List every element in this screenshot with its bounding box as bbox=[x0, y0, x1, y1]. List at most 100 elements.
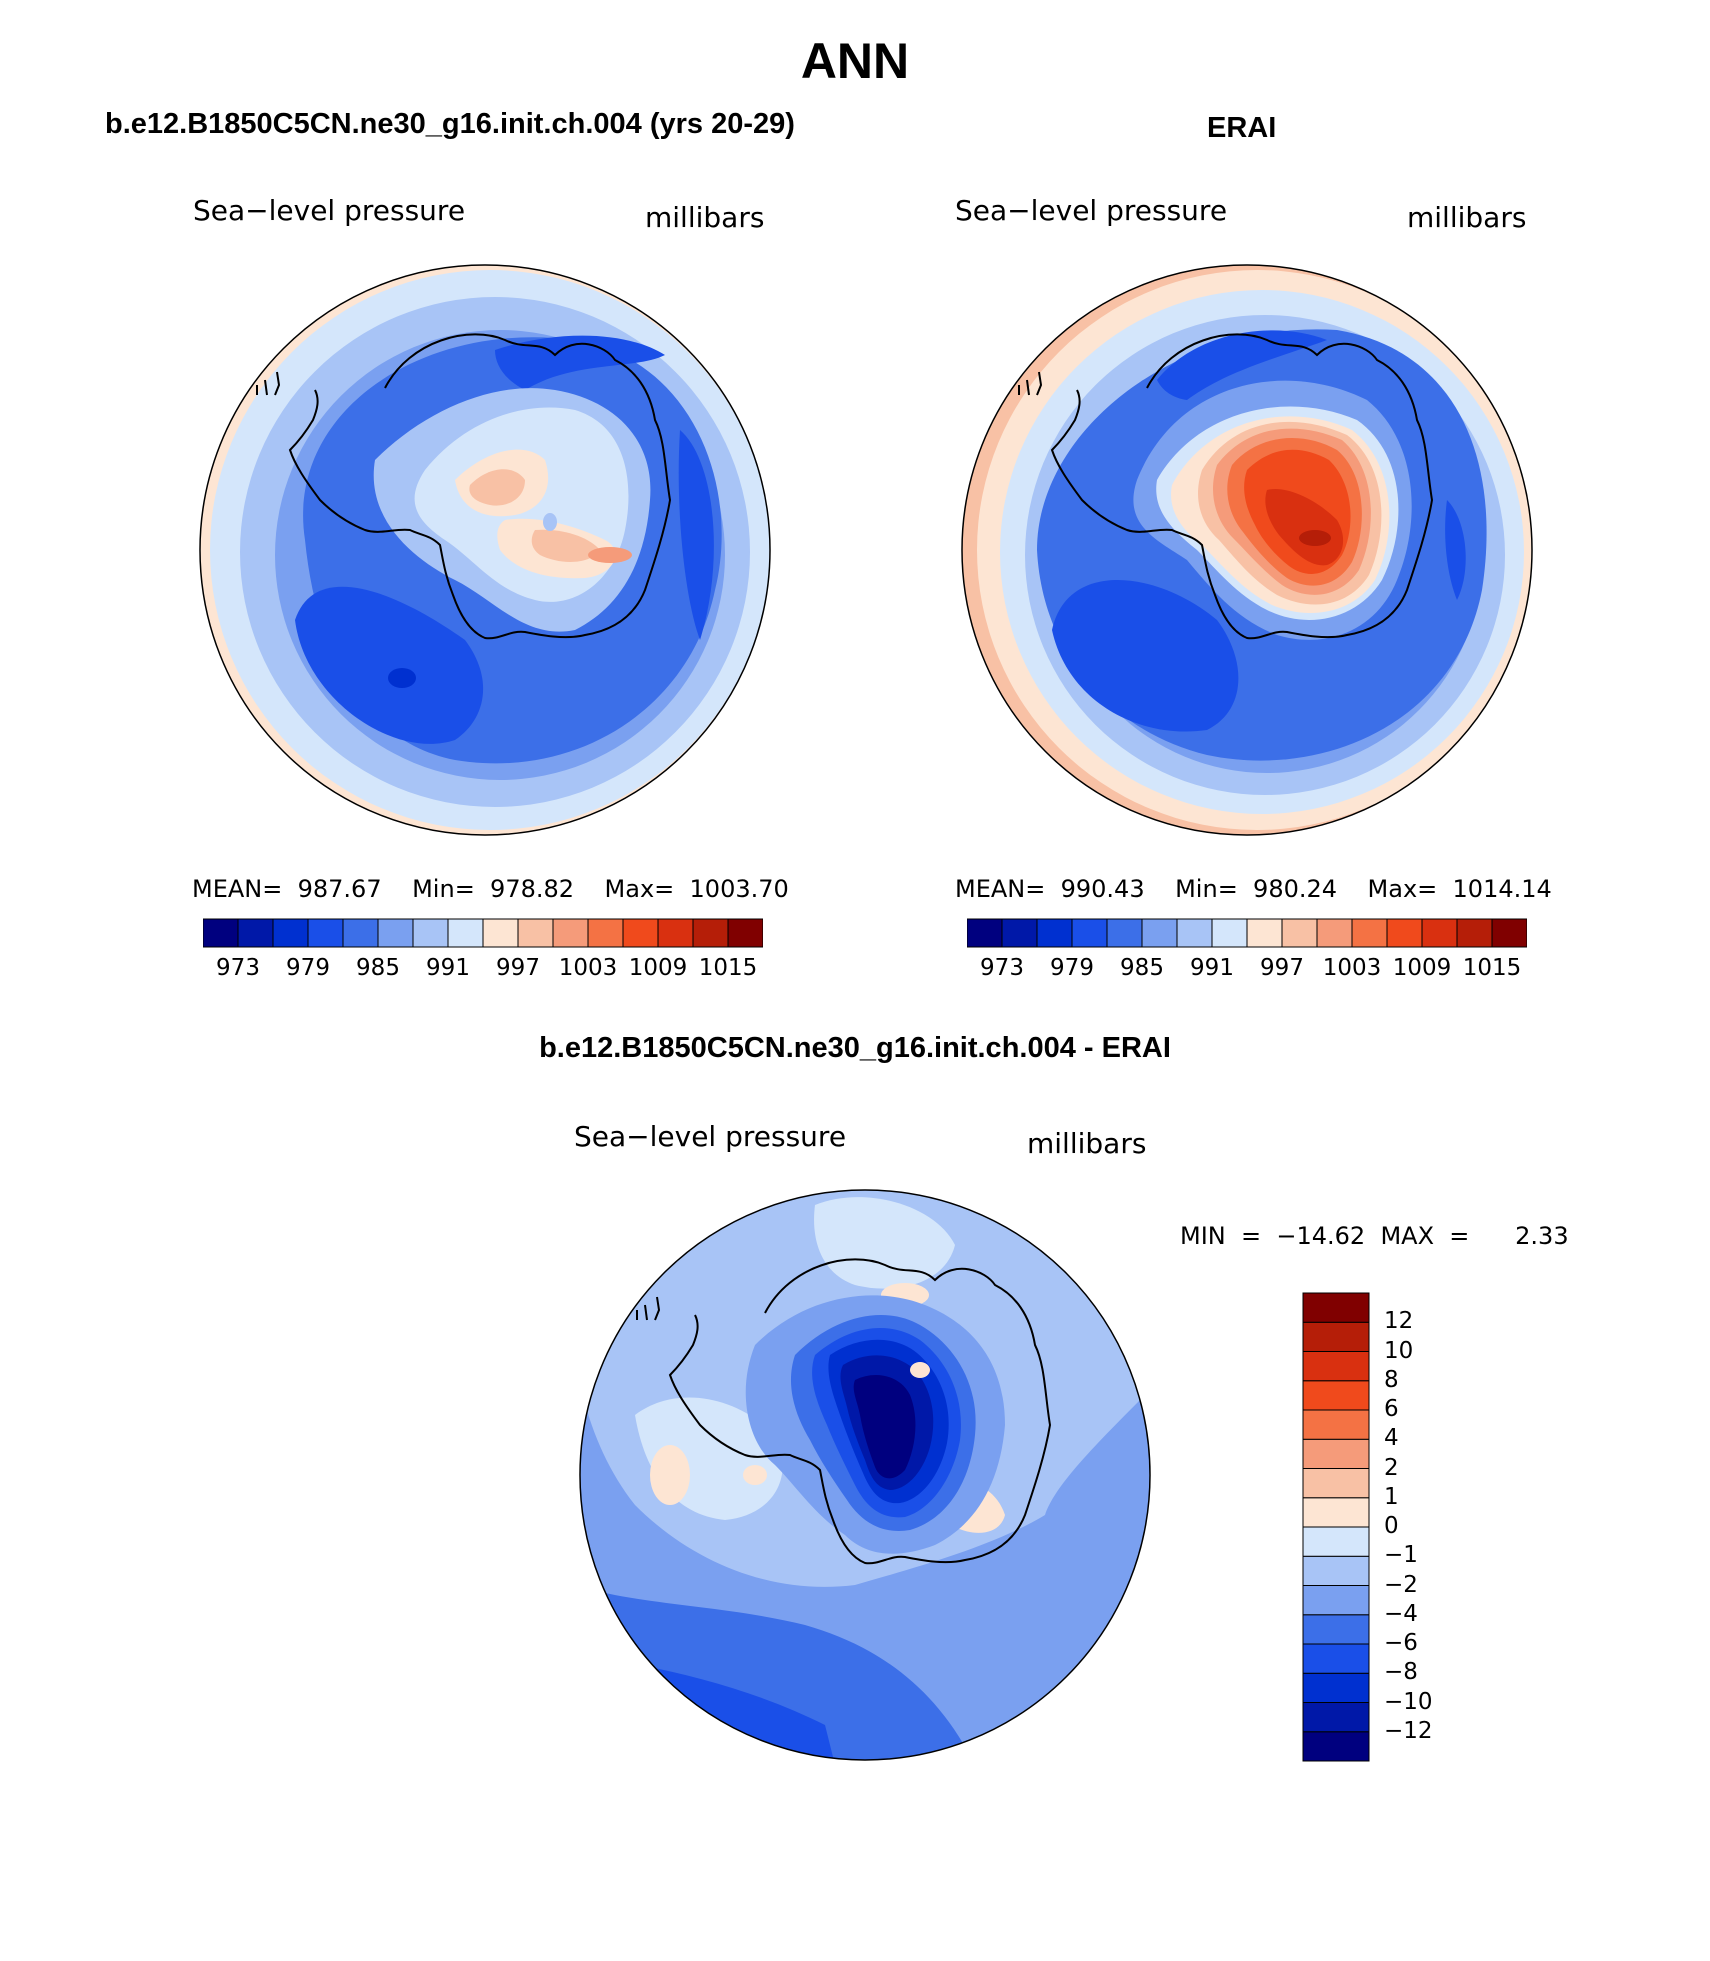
panel1-colorbar-box bbox=[307, 918, 344, 948]
panel1-stats: MEAN= 987.67 Min= 978.82 Max= 1003.70 bbox=[192, 875, 789, 903]
panel1-map bbox=[199, 264, 771, 836]
panel3-colorbar-box bbox=[1302, 1409, 1370, 1440]
panel3-colorbar-tick-label: 2 bbox=[1384, 1454, 1399, 1481]
panel2-colorbar-tick-label: 1009 bbox=[1392, 955, 1452, 981]
panel2-colorbar-box bbox=[1316, 918, 1353, 948]
panel3-colorbar-tick-label: −8 bbox=[1384, 1659, 1418, 1686]
panel2-colorbar-tick-label: 991 bbox=[1190, 955, 1234, 981]
panel3-colorbar-tick-label: −1 bbox=[1384, 1542, 1418, 1569]
panel3-colorbar-ticks: 12 10 8 6 4 2 1 0 −1 −2 −4 −6 −8 −10 −12 bbox=[1372, 1292, 1492, 1762]
panel1-variable-label: Sea−level pressure bbox=[193, 194, 466, 227]
panel1-colorbar-box bbox=[622, 918, 659, 948]
panel1-colorbar-box bbox=[203, 918, 239, 948]
panel3-colorbar-box bbox=[1302, 1672, 1370, 1703]
panel2-colorbar-tick-label: 1003 bbox=[1322, 955, 1382, 981]
panel2-colorbar-box bbox=[1386, 918, 1423, 948]
panel3-header: b.e12.B1850C5CN.ne30_g16.init.ch.004 - E… bbox=[539, 1032, 1171, 1064]
panel1-colorbar-box bbox=[377, 918, 414, 948]
panel3-colorbar-tick-label: 10 bbox=[1384, 1337, 1414, 1364]
panel3-colorbar-box bbox=[1302, 1614, 1370, 1645]
panel1-colorbar-box bbox=[517, 918, 554, 948]
panel1-colorbar-box bbox=[657, 918, 694, 948]
panel3-colorbar-box bbox=[1302, 1468, 1370, 1499]
panel1-colorbar-box bbox=[482, 918, 519, 948]
panel1-colorbar-box bbox=[587, 918, 624, 948]
panel2-stats: MEAN= 990.43 Min= 980.24 Max= 1014.14 bbox=[955, 875, 1552, 903]
panel1-colorbar-box bbox=[272, 918, 309, 948]
panel3-colorbar-tick-label: −10 bbox=[1384, 1688, 1433, 1715]
panel2-colorbar-box bbox=[1036, 918, 1073, 948]
panel3-colorbar-box bbox=[1302, 1643, 1370, 1674]
panel3-colorbar-tick-label: −4 bbox=[1384, 1600, 1418, 1627]
panel1-colorbar-tick-label: 1015 bbox=[698, 955, 758, 981]
panel3-colorbar-tick-label: 12 bbox=[1384, 1308, 1414, 1335]
panel3-colorbar-box bbox=[1302, 1292, 1370, 1323]
panel3-units-label: millibars bbox=[1027, 1127, 1147, 1160]
panel3-colorbar-box bbox=[1302, 1731, 1370, 1762]
panel3-colorbar-tick-label: 0 bbox=[1384, 1513, 1399, 1539]
panel3-colorbar-box bbox=[1302, 1555, 1370, 1586]
panel3-colorbar-tick-label: −12 bbox=[1384, 1717, 1433, 1744]
panel3-colorbar-tick-label: −2 bbox=[1384, 1571, 1418, 1598]
panel3-variable-label: Sea−level pressure bbox=[574, 1120, 847, 1153]
panel1-colorbar-tick-label: 997 bbox=[496, 955, 540, 981]
panel1-units-label: millibars bbox=[645, 201, 765, 234]
panel2-colorbar-box bbox=[1421, 918, 1458, 948]
panel3-colorbar-tick-label: 8 bbox=[1384, 1366, 1399, 1393]
panel2-colorbar-box bbox=[1211, 918, 1248, 948]
panel3-colorbar-box bbox=[1302, 1497, 1370, 1528]
panel1-colorbar-ticks: 973 979 985 991 997 1003 1009 1015 bbox=[203, 955, 763, 985]
panel3-colorbar-box bbox=[1302, 1438, 1370, 1469]
panel3-minmax: MIN = −14.62 MAX = 2.33 bbox=[1180, 1222, 1569, 1250]
panel1-colorbar-box bbox=[692, 918, 729, 948]
panel2-colorbar-tick-label: 997 bbox=[1260, 955, 1304, 981]
panel1-colorbar-box bbox=[237, 918, 274, 948]
panel3-colorbar-tick-label: 4 bbox=[1384, 1425, 1399, 1452]
panel2-colorbar-tick-label: 979 bbox=[1050, 955, 1094, 981]
panel2-colorbar-box bbox=[1176, 918, 1213, 948]
panel2-units-label: millibars bbox=[1407, 201, 1527, 234]
panel2-map bbox=[961, 264, 1533, 836]
panel3-colorbar-box bbox=[1302, 1585, 1370, 1616]
panel2-colorbar-box bbox=[1246, 918, 1283, 948]
panel3-colorbar-box bbox=[1302, 1321, 1370, 1352]
panel1-colorbar-box bbox=[447, 918, 484, 948]
panel2-colorbar-box bbox=[1001, 918, 1038, 948]
panel2-colorbar-box bbox=[1141, 918, 1178, 948]
panel1-colorbar-box bbox=[412, 918, 449, 948]
panel2-colorbar-box bbox=[1106, 918, 1143, 948]
panel3-colorbar-box bbox=[1302, 1702, 1370, 1733]
panel2-colorbar-box bbox=[1071, 918, 1108, 948]
panel3-colorbar-tick-label: 6 bbox=[1384, 1396, 1399, 1422]
panel1-colorbar-box bbox=[342, 918, 379, 948]
panel3-colorbar bbox=[1302, 1292, 1370, 1762]
panel1-colorbar-box bbox=[727, 918, 763, 948]
panel2-colorbar-ticks: 973 979 985 991 997 1003 1009 1015 bbox=[967, 955, 1527, 985]
panel1-colorbar-tick-label: 1009 bbox=[628, 955, 688, 981]
panel2-colorbar-box bbox=[1491, 918, 1527, 948]
panel1-header: b.e12.B1850C5CN.ne30_g16.init.ch.004 (yr… bbox=[105, 108, 795, 140]
panel1-colorbar-tick-label: 973 bbox=[216, 955, 260, 981]
panel3-colorbar-tick-label: 1 bbox=[1384, 1483, 1399, 1510]
panel2-header: ERAI bbox=[1207, 112, 1277, 144]
panel2-colorbar-box bbox=[1351, 918, 1388, 948]
panel1-colorbar-box bbox=[552, 918, 589, 948]
panel2-colorbar-tick-label: 985 bbox=[1120, 955, 1164, 981]
panel1-colorbar-tick-label: 991 bbox=[426, 955, 470, 981]
panel1-colorbar-tick-label: 979 bbox=[286, 955, 330, 981]
panel2-colorbar-box bbox=[1281, 918, 1318, 948]
panel2-colorbar-tick-label: 973 bbox=[980, 955, 1024, 981]
panel1-colorbar-tick-label: 1003 bbox=[558, 955, 618, 981]
panel2-colorbar-tick-label: 1015 bbox=[1462, 955, 1522, 981]
panel1-colorbar bbox=[203, 918, 763, 948]
panel3-colorbar-box bbox=[1302, 1351, 1370, 1382]
panel3-map bbox=[579, 1189, 1151, 1761]
panel2-variable-label: Sea−level pressure bbox=[955, 194, 1228, 227]
panel3-colorbar-box bbox=[1302, 1380, 1370, 1411]
panel2-colorbar bbox=[967, 918, 1527, 948]
panel3-colorbar-box bbox=[1302, 1526, 1370, 1557]
figure-title: ANN bbox=[800, 33, 910, 89]
panel2-colorbar-box bbox=[1456, 918, 1493, 948]
panel2-colorbar-box bbox=[967, 918, 1003, 948]
panel1-colorbar-tick-label: 985 bbox=[356, 955, 400, 981]
